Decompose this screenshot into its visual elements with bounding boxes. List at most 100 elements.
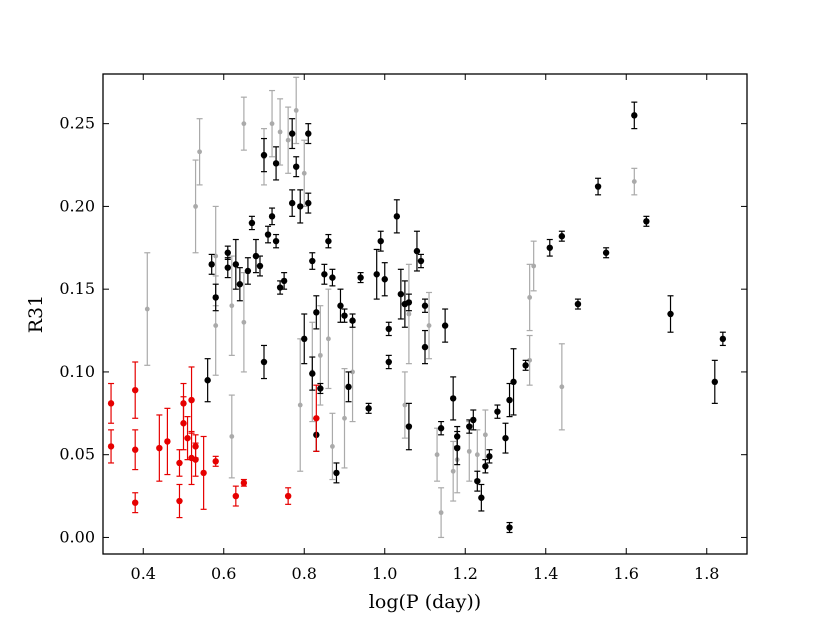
data-point xyxy=(252,252,260,260)
data-point xyxy=(240,479,248,487)
data-point xyxy=(482,432,488,438)
data-point xyxy=(559,384,565,390)
data-point xyxy=(204,377,211,384)
data-point xyxy=(450,468,456,474)
data-point xyxy=(421,343,429,351)
data-point xyxy=(285,137,291,143)
data-point xyxy=(341,312,348,319)
x-tick-label: 1.0 xyxy=(372,564,397,583)
data-point xyxy=(224,264,231,271)
y-tick-label: 0.00 xyxy=(59,527,95,546)
data-point xyxy=(213,323,219,328)
data-point xyxy=(305,199,312,207)
data-point xyxy=(421,302,429,309)
data-point xyxy=(719,335,727,343)
x-tick-label: 0.6 xyxy=(211,564,236,583)
x-tick-label: 1.6 xyxy=(614,564,639,583)
data-point xyxy=(330,444,335,449)
data-point xyxy=(107,443,115,450)
data-point xyxy=(184,434,191,442)
data-point xyxy=(393,213,401,220)
data-point xyxy=(506,396,513,404)
data-point xyxy=(365,405,372,412)
data-point xyxy=(272,160,280,167)
x-tick-label: 0.8 xyxy=(292,564,317,583)
data-point xyxy=(248,219,256,227)
data-point xyxy=(260,358,268,366)
data-point xyxy=(434,452,440,458)
data-point xyxy=(260,151,268,159)
data-point xyxy=(241,121,247,127)
plot-frame xyxy=(102,73,748,555)
data-point xyxy=(385,325,392,333)
data-point xyxy=(236,281,244,288)
data-point xyxy=(574,300,582,308)
data-point xyxy=(631,179,637,184)
x-tick-label: 1.4 xyxy=(533,564,558,583)
data-point xyxy=(381,276,388,283)
data-point xyxy=(350,369,355,375)
data-point xyxy=(413,247,421,255)
data-point xyxy=(284,492,292,500)
data-point xyxy=(510,378,517,386)
data-point xyxy=(156,444,163,452)
series-0 xyxy=(144,76,638,539)
data-point xyxy=(297,402,303,408)
y-tick-label: 0.05 xyxy=(59,445,95,464)
x-tick-label: 1.2 xyxy=(453,564,478,583)
data-point xyxy=(193,204,198,209)
data-point xyxy=(437,425,445,432)
data-point xyxy=(268,213,276,220)
data-point xyxy=(232,261,240,268)
data-point xyxy=(132,499,139,506)
data-point xyxy=(594,183,602,190)
data-point xyxy=(667,310,674,318)
data-point xyxy=(192,456,199,463)
data-point xyxy=(546,244,553,251)
data-point xyxy=(470,416,477,424)
data-point xyxy=(449,395,457,402)
data-point xyxy=(326,336,331,342)
data-point xyxy=(132,446,139,453)
data-point xyxy=(293,163,300,170)
data-point xyxy=(711,378,718,386)
data-point xyxy=(466,423,473,430)
data-point xyxy=(208,261,215,268)
data-point xyxy=(329,274,336,281)
data-marks xyxy=(107,76,727,539)
data-point xyxy=(224,249,231,256)
data-point xyxy=(397,290,405,298)
data-point xyxy=(342,415,347,421)
data-point xyxy=(107,400,115,407)
data-point xyxy=(333,469,340,477)
data-point xyxy=(405,299,413,306)
data-point xyxy=(558,233,566,240)
data-point xyxy=(144,306,150,312)
data-point xyxy=(474,452,480,458)
x-axis-label: log(P (day)) xyxy=(369,591,481,613)
data-point xyxy=(132,386,139,394)
data-point xyxy=(164,438,171,445)
data-point xyxy=(426,323,432,328)
data-point xyxy=(241,319,247,325)
data-point xyxy=(229,303,235,309)
data-point xyxy=(405,423,413,430)
data-point xyxy=(506,524,513,531)
data-point xyxy=(345,383,352,391)
x-tick-label: 1.8 xyxy=(694,564,719,583)
data-point xyxy=(373,271,380,278)
data-point xyxy=(478,494,485,501)
data-point xyxy=(482,463,489,470)
data-point xyxy=(288,130,296,137)
data-point xyxy=(180,420,187,427)
data-point xyxy=(272,237,280,245)
data-point xyxy=(293,108,299,113)
data-point xyxy=(212,294,219,301)
data-point xyxy=(212,458,219,465)
data-point xyxy=(522,362,529,369)
data-point xyxy=(176,459,183,467)
data-point xyxy=(280,277,288,285)
y-axis-label: R31 xyxy=(25,295,47,333)
data-point xyxy=(527,357,533,363)
data-point xyxy=(256,262,264,270)
